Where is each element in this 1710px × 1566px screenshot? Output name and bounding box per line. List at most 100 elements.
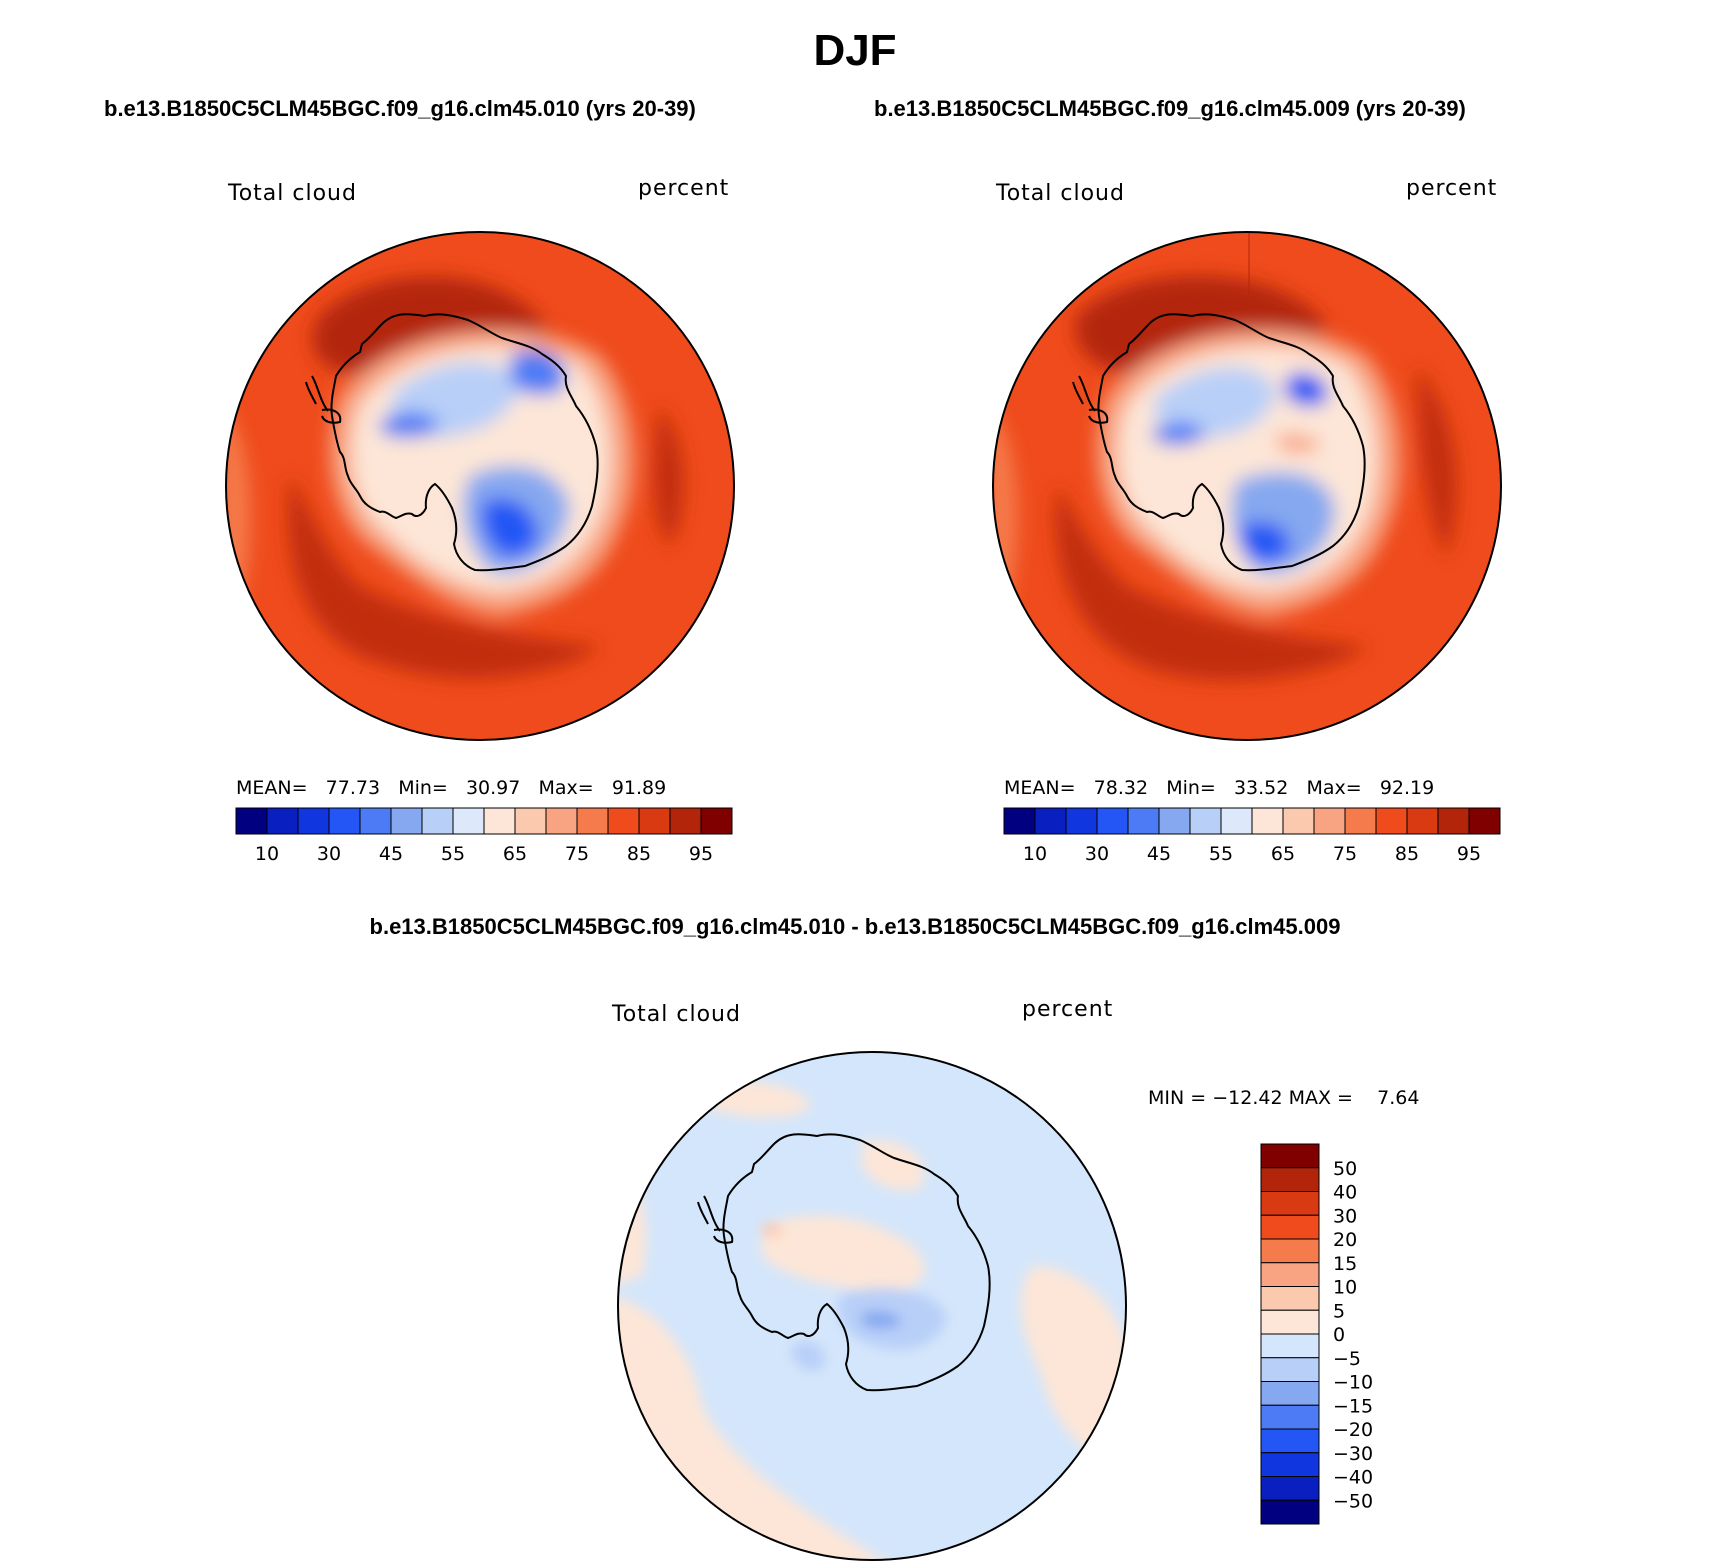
panel-a-colorbar-swatch (297, 807, 330, 835)
panel-b-colorbar-swatch (1003, 807, 1036, 835)
case-b-title: b.e13.B1850C5CLM45BGC.f09_g16.clm45.009 … (874, 96, 1466, 121)
panel-b-colorbar-swatch (1313, 807, 1346, 835)
panel-b-colorbar-swatch (1251, 807, 1284, 835)
panel-b-colorbar-tick-label: 55 (1209, 843, 1233, 865)
panel-a-stats: MEAN= 77.73 Min= 30.97 Max= 91.89 (236, 777, 666, 799)
panel-c-min-anomaly-core (862, 1311, 902, 1329)
panel-a-variable-label: Total cloud (228, 181, 357, 206)
panel-c-positive-anomaly (618, 1146, 646, 1286)
panel-c-min-label: MIN = (1148, 1087, 1207, 1109)
panel-b-colorbar-swatch (1437, 807, 1470, 835)
panel-c-colorbar-tick-label: 15 (1333, 1253, 1357, 1275)
panel-b-field (993, 232, 1501, 740)
panel-a-colorbar-swatch (483, 807, 516, 835)
panel-b-min-value: 33.52 (1233, 777, 1289, 799)
panel-c-max-value: 7.64 (1377, 1087, 1420, 1109)
panel-b-variable-label: Total cloud (996, 181, 1125, 206)
panel-c-colorbar-tick-label: −50 (1333, 1490, 1373, 1512)
panel-a-colorbar-tick-label: 65 (503, 843, 527, 865)
panel-b-colorbar-swatch (1096, 807, 1129, 835)
panel-a-colorbar-swatch (452, 807, 485, 835)
panel-c-colorbar-swatch (1260, 1309, 1320, 1335)
panel-b-colorbar-tick-label: 95 (1457, 843, 1481, 865)
panel-a-colorbar-tick-label: 95 (689, 843, 713, 865)
panel-a-colorbar-swatch (421, 807, 454, 835)
panel-a-colorbar-swatch (669, 807, 702, 835)
panel-b-min-cloud-core (1239, 522, 1291, 562)
panel-b-min-label: Min= (1166, 777, 1216, 799)
panel-a-min-value: 30.97 (465, 777, 521, 799)
panel-a-max-value: 91.89 (611, 777, 667, 799)
panel-b-colorbar-swatch (1282, 807, 1315, 835)
panel-a-colorbar-tick-label: 30 (317, 843, 341, 865)
panel-c-colorbar-tick-label: 10 (1333, 1277, 1357, 1299)
panel-a-field (226, 232, 734, 740)
panel-c-colorbar-tick-label: −15 (1333, 1395, 1373, 1417)
panel-b-map-boundary (992, 231, 1502, 741)
panel-a-coastline (330, 313, 599, 572)
panel-c-colorbar-swatch (1260, 1143, 1320, 1169)
panel-c-positive-anomaly (862, 1140, 924, 1190)
panel-c-ice-shelf-coastline (713, 1228, 734, 1244)
panel-a-colorbar-tick-label: 45 (379, 843, 403, 865)
panel-c-colorbar-swatch (1260, 1286, 1320, 1311)
panel-c-colorbar-swatch (1260, 1191, 1320, 1216)
panel-c-colorbar-tick-label: 20 (1333, 1229, 1357, 1251)
panel-c-stats: MIN = −12.42 MAX = 7.64 (1148, 1087, 1419, 1109)
panel-b-colorbar-swatch (1189, 807, 1222, 835)
panel-a-colorbar-tick-label: 85 (627, 843, 651, 865)
panel-c-colorbar-swatch (1260, 1238, 1320, 1264)
panel-b-colorbar-swatch (1158, 807, 1191, 835)
panel-c-colorbar-tick-label: 30 (1333, 1205, 1357, 1227)
panel-c-colorbar-swatch (1260, 1452, 1320, 1477)
panel-c-units-label: percent (1022, 997, 1114, 1022)
panel-a-min-label: Min= (398, 777, 448, 799)
panel-a-peninsula-coastline (305, 375, 329, 412)
panel-a-colorbar: 10 30 45 55 65 75 85 95 (235, 807, 733, 865)
panel-a-colorbar-swatch (545, 807, 578, 835)
panel-b-colorbar-tick-label: 75 (1333, 843, 1357, 865)
panel-c-colorbar-tick-label: −20 (1333, 1419, 1373, 1441)
panel-c-colorbar-swatch (1260, 1476, 1320, 1501)
panel-b-mean-label: MEAN= (1004, 777, 1076, 799)
panel-c-colorbar-swatch (1260, 1167, 1320, 1192)
panel-c-variable-label: Total cloud (612, 1002, 741, 1027)
panel-b-colorbar-tick-label: 65 (1271, 843, 1295, 865)
panel-a-map-boundary (225, 231, 735, 741)
panel-b-ice-shelf-coastline (1088, 408, 1109, 424)
panel-c-colorbar-tick-label: 40 (1333, 1182, 1357, 1204)
panel-a-colorbar-swatch (700, 807, 733, 835)
panel-c-colorbar-tick-label: −30 (1333, 1443, 1373, 1465)
panel-b-colorbar-swatch (1127, 807, 1160, 835)
diff-title: b.e13.B1850C5CLM45BGC.f09_g16.clm45.010 … (369, 914, 1341, 939)
panel-c-colorbar-swatch (1260, 1499, 1320, 1525)
panel-c-positive-anomaly (762, 1215, 925, 1292)
panel-a-colorbar-tick-label: 75 (565, 843, 589, 865)
panel-c-peninsula-coastline (697, 1195, 721, 1232)
panel-c-negative-anomaly (792, 1342, 825, 1371)
panel-c-max-label: MAX = (1288, 1087, 1353, 1109)
panel-c-colorbar-tick-label: −10 (1333, 1372, 1373, 1394)
panel-a-colorbar-swatch (266, 807, 299, 835)
panel-b-colorbar-tick-label: 30 (1085, 843, 1109, 865)
panel-b-map (992, 231, 1502, 741)
panel-b-min-cloud-core (1285, 372, 1328, 407)
panel-a-map (225, 231, 735, 741)
panel-b-max-label: Max= (1306, 777, 1362, 799)
panel-a-max-label: Max= (538, 777, 594, 799)
panel-b-colorbar-swatch (1065, 807, 1098, 835)
panel-a-min-cloud-core (481, 498, 539, 557)
panel-b-colorbar-swatch (1034, 807, 1067, 835)
panel-b-mean-value: 78.32 (1093, 777, 1149, 799)
panel-c-colorbar-swatch (1260, 1428, 1320, 1454)
panel-b-high-cloud-band (1055, 486, 1367, 681)
panel-c-colorbar-tick-label: 50 (1333, 1158, 1357, 1180)
panel-b-high-cloud-band (1417, 366, 1457, 556)
panel-c-colorbar-tick-label: −40 (1333, 1467, 1373, 1489)
panel-b-colorbar: 10 30 45 55 65 75 85 95 (1003, 807, 1501, 865)
panel-a-high-cloud-band (287, 476, 600, 679)
panel-a-colorbar-swatch (607, 807, 640, 835)
panel-c-field (618, 1052, 1126, 1560)
panel-b-min-cloud-core (1152, 421, 1205, 446)
